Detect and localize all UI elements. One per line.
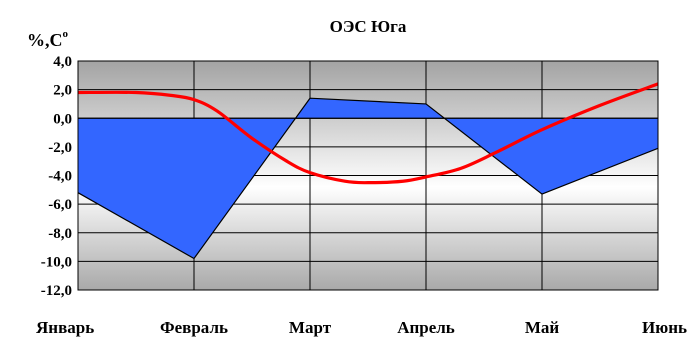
area-outline — [77, 97, 659, 260]
y-tick-label: -12,0 — [41, 283, 72, 299]
y-axis-label-superscript: o — [63, 28, 69, 40]
y-tick-label: -10,0 — [41, 254, 72, 270]
x-tick-label: Март — [289, 318, 332, 337]
y-tick-label: -8,0 — [48, 226, 72, 242]
plot-frame — [77, 60, 659, 291]
y-tick-labels: 4,0 2,0 0,0 -2,0 -4,0 -6,0 -8,0 -10,0 -12,0 — [41, 54, 72, 299]
temperature-line — [77, 82, 659, 185]
area-series — [77, 97, 659, 260]
x-tick-label: Июнь — [642, 318, 687, 337]
line-series — [77, 82, 659, 185]
area-fill — [78, 98, 658, 259]
y-axis-label: %,Co — [27, 28, 69, 50]
chart-title: ОЭС Юга — [330, 17, 407, 36]
y-axis-label-text: %,C — [27, 30, 63, 50]
y-tick-label: 0,0 — [53, 111, 72, 127]
x-tick-label: Февраль — [160, 318, 228, 337]
y-tick-label: 4,0 — [53, 54, 72, 70]
x-tick-label: Январь — [36, 318, 94, 337]
y-tick-label: 2,0 — [53, 83, 72, 99]
x-tick-label: Апрель — [397, 318, 455, 337]
y-tick-label: -6,0 — [48, 197, 72, 213]
y-tick-label: -2,0 — [48, 140, 72, 156]
x-tick-label: Май — [525, 318, 560, 337]
y-tick-label: -4,0 — [48, 169, 72, 185]
x-tick-labels: Январь Февраль Март Апрель Май Июнь — [36, 318, 687, 337]
